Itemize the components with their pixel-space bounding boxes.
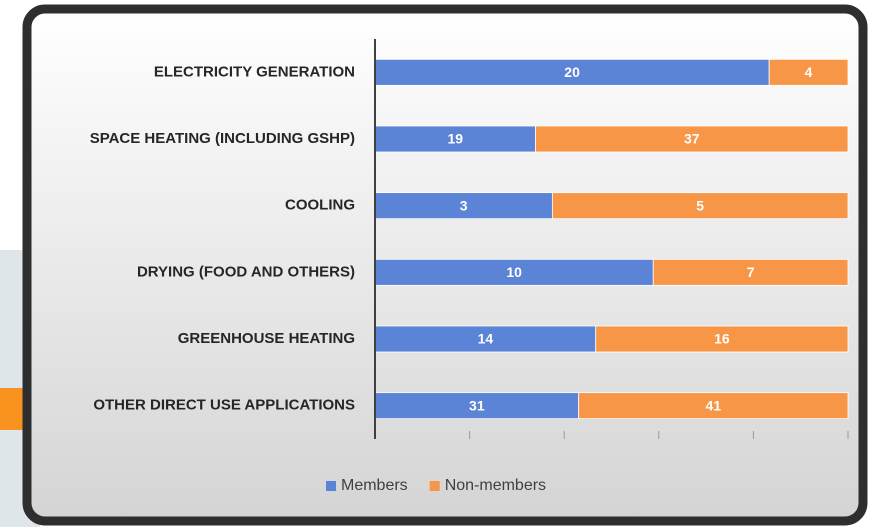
data-label: 20 [564,64,580,80]
data-label: 41 [706,397,722,413]
data-label: 31 [469,397,485,413]
category-label: SPACE HEATING (INCLUDING GSHP) [90,130,355,147]
category-label: COOLING [285,197,355,214]
bar-segment [551,192,849,220]
data-label: 14 [478,331,494,347]
bar-segment [595,325,849,353]
data-label: 4 [805,64,813,80]
bar-segment [768,58,849,86]
legend-label: Members [341,477,408,494]
data-label: 19 [447,131,463,147]
bar-segment [374,392,580,420]
bar-segment [535,125,849,153]
legend-swatch [429,481,440,491]
bar-segment [578,392,849,420]
category-label: DRYING (FOOD AND OTHERS) [137,263,355,280]
legend-label: Non-members [445,477,546,494]
bar-segment [374,325,597,353]
data-label: 5 [696,197,704,213]
category-label: GREENHOUSE HEATING [178,330,355,347]
category-label: ELECTRICITY GENERATION [154,63,355,80]
data-label: 3 [460,197,468,213]
data-label: 16 [714,331,730,347]
data-label: 37 [684,131,700,147]
bar-segment [374,125,536,153]
data-label: 7 [747,264,755,280]
bar-segment [374,192,553,220]
data-label: 10 [506,264,522,280]
bar-segment [652,258,849,286]
bar-segment [374,258,654,286]
category-label: OTHER DIRECT USE APPLICATIONS [93,397,355,414]
legend-swatch [326,481,336,491]
